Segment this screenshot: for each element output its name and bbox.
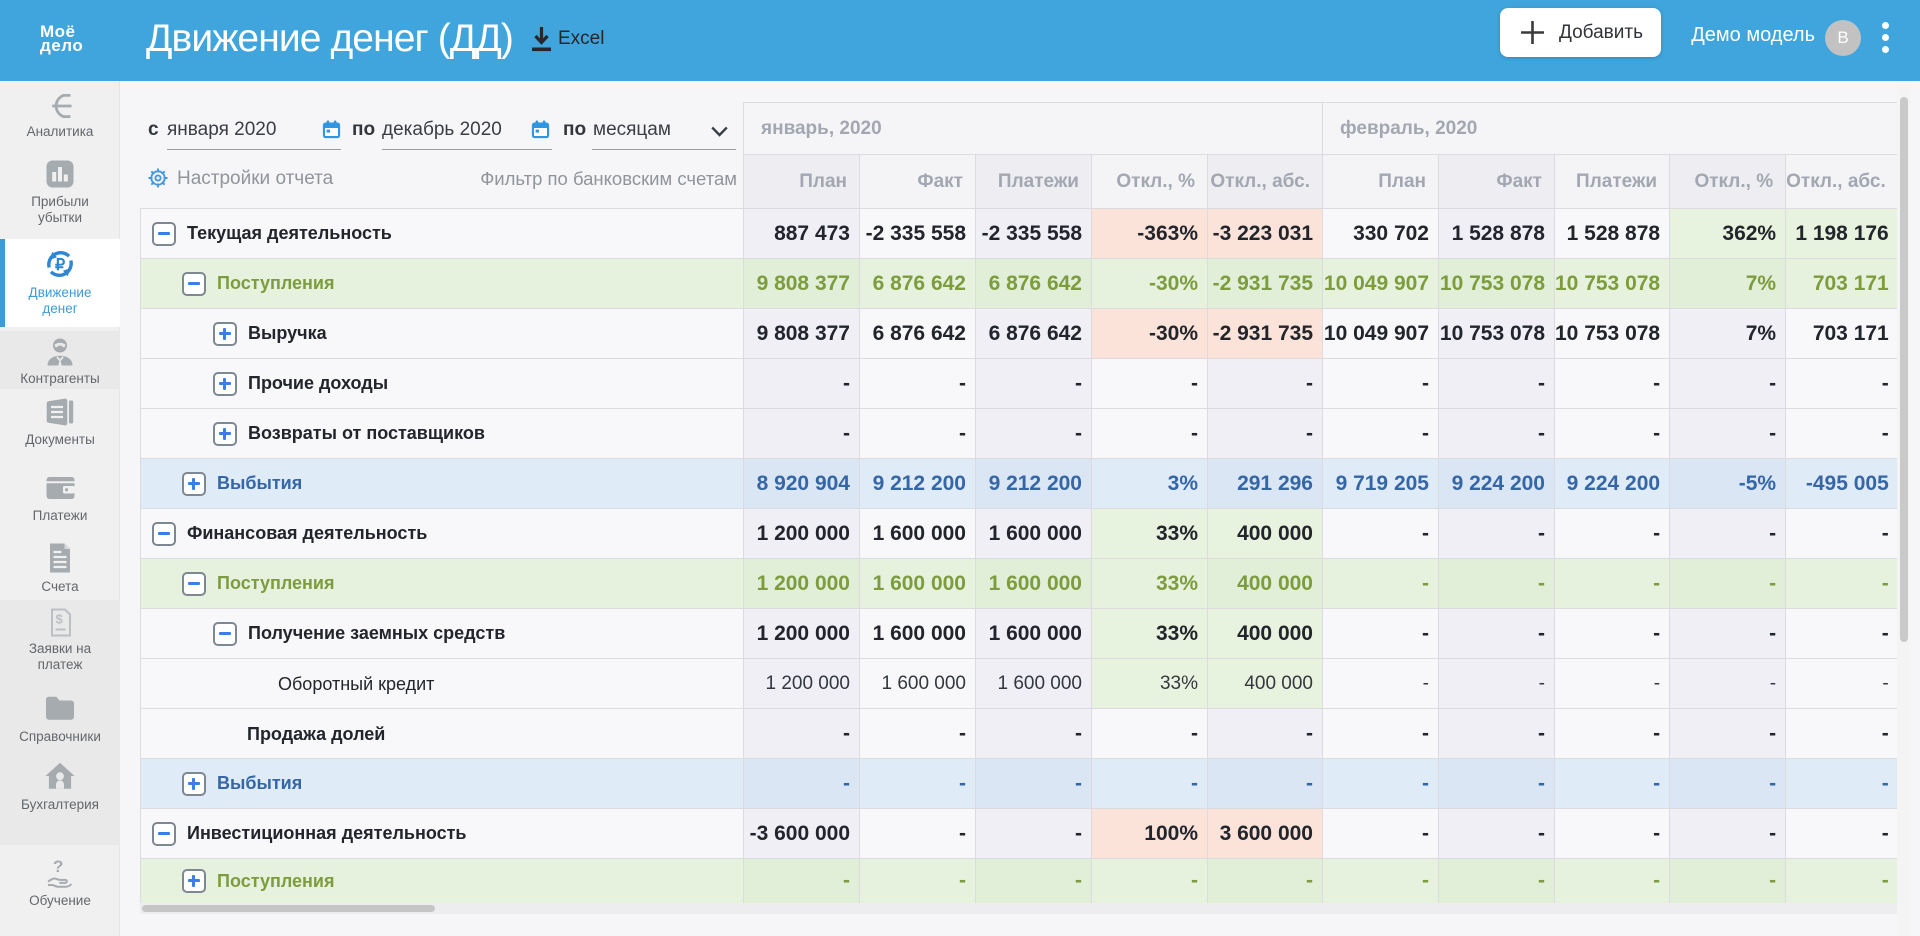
svg-text:₽: ₽	[55, 257, 65, 274]
svg-text:$: $	[55, 612, 63, 627]
svg-text:?: ?	[53, 857, 63, 876]
